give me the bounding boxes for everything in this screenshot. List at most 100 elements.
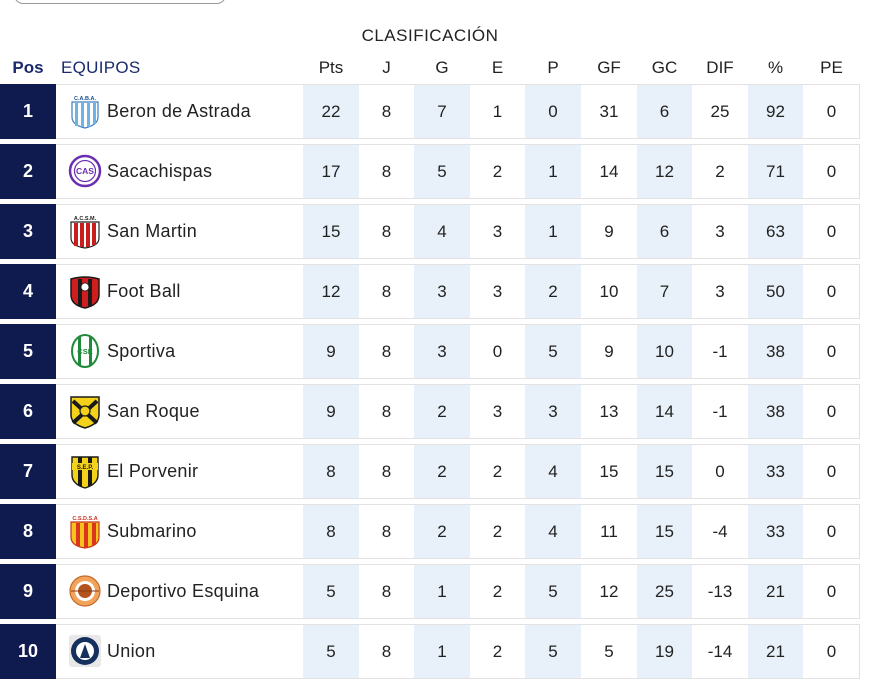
position-badge: 4	[0, 264, 56, 319]
stat-j: 8	[381, 281, 392, 301]
stat-gc: 12	[637, 145, 692, 198]
stat-percent: 38	[748, 385, 803, 438]
header-p: P	[547, 58, 559, 77]
stat-e: 2	[492, 581, 503, 601]
svg-text:A.C.S.M.: A.C.S.M.	[74, 216, 97, 222]
stat-g: 2	[414, 385, 470, 438]
stat-j: 8	[381, 581, 392, 601]
table-row[interactable]: 3 A.C.S.M. San Martin 15 8 4 3 1 9 6 3 63 0	[0, 204, 860, 259]
stat-j: 8	[381, 521, 392, 541]
stat-pts: 8	[303, 505, 359, 558]
team-name[interactable]: Sportiva	[107, 341, 176, 361]
header-percent: %	[767, 58, 784, 77]
position-badge: 9	[0, 564, 56, 619]
stat-j: 8	[381, 401, 392, 421]
stat-g: 4	[414, 205, 470, 258]
beron-de-astrada-crest-icon: C.A.B.A.	[68, 93, 102, 129]
stat-dif: -4	[712, 521, 728, 541]
svg-text:C.A.B.A.: C.A.B.A.	[74, 96, 96, 102]
stat-gf: 11	[600, 521, 618, 541]
stat-e: 2	[492, 461, 503, 481]
stat-p: 3	[525, 385, 581, 438]
table-row[interactable]: 7 S.E.P. El Porvenir 8 8 2 2 4 15 15 0 33 0	[0, 444, 860, 499]
table-row[interactable]: 8 C.S.D.S.A Submarino 8 8 2 2 4 11 15 -4 33 0	[0, 504, 860, 559]
table-row[interactable]: 9 Deportivo Esquina 5 8 1 2 5 12 25 -13 21 0	[0, 564, 860, 619]
sacachispas-crest-icon: CAS	[68, 153, 102, 189]
stat-pts: 5	[303, 565, 359, 618]
stat-percent: 21	[748, 565, 803, 618]
table-row[interactable]: 1 C.A.B.A. Beron de Astrada 22 8 7 1 0 31 6 25 92 0	[0, 84, 860, 139]
header-j: J	[382, 58, 391, 77]
team-name[interactable]: Sacachispas	[107, 161, 213, 181]
stat-gc: 10	[637, 325, 692, 378]
stat-gc: 15	[637, 445, 692, 498]
stat-pts: 9	[303, 385, 359, 438]
deportivo-esquina-crest-icon	[68, 573, 102, 609]
stat-gf: 9	[604, 341, 614, 361]
team-name[interactable]: Union	[107, 641, 156, 661]
stat-dif: -1	[712, 341, 728, 361]
el-porvenir-crest-icon: S.E.P.	[68, 453, 102, 489]
foot-ball-crest-icon	[68, 273, 102, 309]
stat-dif: -1	[712, 401, 728, 421]
stat-gc: 7	[637, 265, 692, 318]
position-badge: 1	[0, 84, 56, 139]
stat-pe: 0	[826, 101, 837, 121]
stat-pe: 0	[826, 641, 837, 661]
stat-pe: 0	[826, 161, 837, 181]
position-badge: 8	[0, 504, 56, 559]
stat-p: 1	[525, 145, 581, 198]
stat-p: 1	[525, 205, 581, 258]
stat-dif: 2	[715, 161, 725, 181]
table-row[interactable]: 4 Foot Ball 12 8 3 3 2 10 7 3 50 0	[0, 264, 860, 319]
union-crest-icon	[68, 633, 102, 669]
stat-pe: 0	[826, 401, 837, 421]
team-name[interactable]: San Roque	[107, 401, 200, 421]
table-row[interactable]: 6 San Roque 9 8 2 3 3 13 14 -1 38 0	[0, 384, 860, 439]
stat-gf: 9	[604, 221, 614, 241]
stat-gf: 5	[604, 641, 614, 661]
stat-g: 1	[414, 625, 470, 678]
stat-dif: -14	[707, 641, 733, 661]
position-badge: 10	[0, 624, 56, 679]
team-name[interactable]: Foot Ball	[107, 281, 181, 301]
stat-j: 8	[381, 341, 392, 361]
stat-pe: 0	[826, 281, 837, 301]
stat-g: 1	[414, 565, 470, 618]
stat-gc: 19	[637, 625, 692, 678]
table-title: CLASIFICACIÓN	[361, 26, 499, 45]
stat-p: 0	[525, 85, 581, 138]
stat-e: 0	[492, 341, 503, 361]
stat-pts: 17	[303, 145, 359, 198]
stat-gf: 13	[599, 401, 619, 421]
stat-pe: 0	[826, 221, 837, 241]
stat-e: 2	[492, 161, 503, 181]
stat-p: 5	[525, 625, 581, 678]
dropdown-selector[interactable]	[14, 0, 226, 4]
stat-e: 2	[492, 641, 503, 661]
submarino-crest-icon: C.S.D.S.A	[68, 513, 102, 549]
stat-gc: 25	[637, 565, 692, 618]
stat-pe: 0	[826, 521, 837, 541]
team-name[interactable]: Submarino	[107, 521, 197, 541]
stat-g: 3	[414, 325, 470, 378]
san-martin-crest-icon: A.C.S.M.	[68, 213, 102, 249]
team-name[interactable]: San Martin	[107, 221, 198, 241]
table-row[interactable]: 10 Union 5 8 1 2 5 5 19 -14 21 0	[0, 624, 860, 679]
table-row[interactable]: 2 CAS Sacachispas 17 8 5 2 1 14 12 2 71 0	[0, 144, 860, 199]
svg-text:S.E.P.: S.E.P.	[77, 465, 94, 471]
team-name[interactable]: Beron de Astrada	[107, 101, 251, 121]
stat-dif: 3	[715, 281, 725, 301]
svg-text:C.S.D.S.A: C.S.D.S.A	[72, 516, 97, 522]
team-name[interactable]: El Porvenir	[107, 461, 199, 481]
stat-dif: 3	[715, 221, 725, 241]
stat-pe: 0	[826, 461, 837, 481]
table-row[interactable]: 5 CSE Sportiva 9 8 3 0 5 9 10 -1 38 0	[0, 324, 860, 379]
stat-gc: 6	[637, 205, 692, 258]
stat-p: 2	[525, 265, 581, 318]
stat-dif: 0	[715, 461, 725, 481]
stat-pts: 8	[303, 445, 359, 498]
stat-gc: 6	[637, 85, 692, 138]
stat-pe: 0	[826, 341, 837, 361]
team-name[interactable]: Deportivo Esquina	[107, 581, 260, 601]
